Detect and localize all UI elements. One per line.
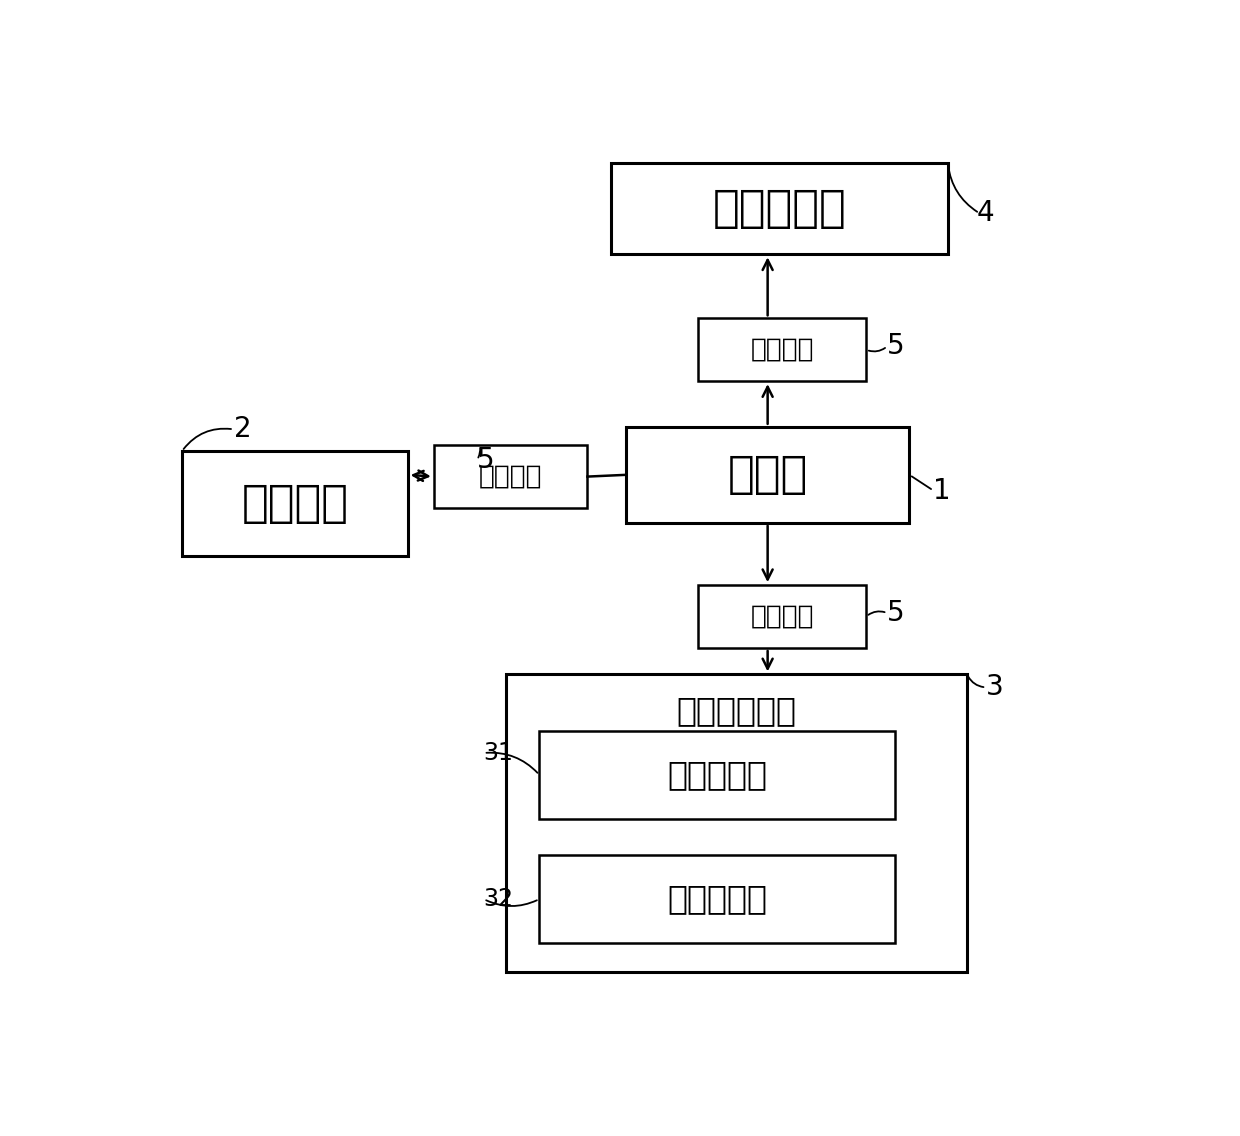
Bar: [182, 451, 408, 557]
Text: 视觉控制单元: 视觉控制单元: [676, 694, 796, 727]
Bar: [698, 585, 866, 648]
Text: 通信单元: 通信单元: [750, 336, 813, 362]
Text: 5: 5: [477, 446, 495, 474]
Bar: [611, 162, 947, 254]
Text: 工业相机: 工业相机: [242, 482, 348, 525]
Text: 通信单元: 通信单元: [479, 463, 542, 490]
Text: 3: 3: [986, 674, 1004, 701]
Text: 5: 5: [888, 332, 905, 360]
Text: 主控服务器: 主控服务器: [667, 759, 768, 792]
Text: 4: 4: [977, 199, 994, 227]
Bar: [434, 445, 588, 508]
Text: 2: 2: [234, 416, 252, 443]
Text: 图像采集卡: 图像采集卡: [667, 883, 768, 916]
Bar: [539, 855, 895, 943]
Text: 5: 5: [888, 599, 905, 627]
Bar: [506, 675, 967, 971]
Bar: [539, 732, 895, 819]
Text: 31: 31: [484, 741, 513, 765]
Text: 通信单元: 通信单元: [750, 603, 813, 629]
Text: 工控机: 工控机: [728, 453, 807, 496]
Bar: [698, 318, 866, 382]
Text: 1: 1: [934, 477, 951, 504]
Text: 32: 32: [484, 887, 513, 911]
Bar: [626, 427, 909, 523]
Text: 分拣机器人: 分拣机器人: [713, 187, 847, 229]
